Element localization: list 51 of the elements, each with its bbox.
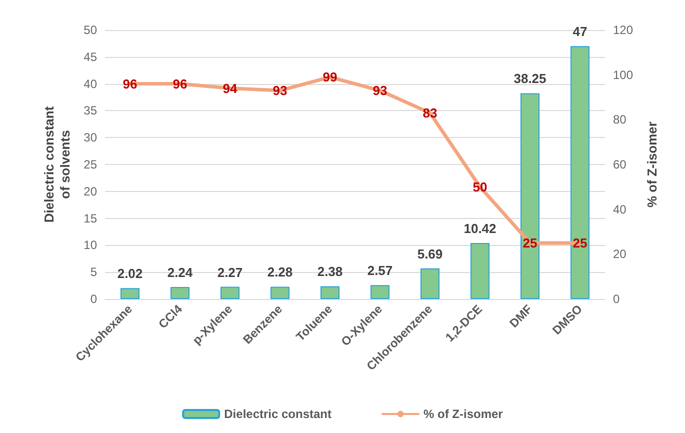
y-tick-label: 50: [84, 23, 98, 37]
data-label: 2.28: [267, 264, 293, 280]
data-label: 10.42: [464, 220, 496, 236]
bar: [520, 93, 540, 299]
data-label: 47: [572, 24, 588, 40]
y-tick-label: 25: [84, 158, 98, 172]
data-label: 93: [272, 83, 288, 98]
bar: [120, 288, 140, 299]
y2-axis-title: % of Z-isomer: [644, 122, 660, 208]
data-label: 83: [422, 105, 438, 120]
data-label: 94: [222, 80, 238, 96]
bar: [370, 285, 390, 299]
y2-tick-label: 80: [613, 112, 627, 127]
data-label: 50: [472, 179, 488, 194]
legend-label: Dielectric constant: [224, 407, 332, 421]
bar: [170, 286, 190, 299]
data-label: 5.69: [417, 246, 443, 262]
data-label: 2.24: [167, 264, 194, 280]
data-label: 2.57: [367, 263, 393, 278]
y-tick-label: 30: [84, 130, 98, 145]
bar: [470, 242, 490, 299]
data-label: 25: [522, 235, 538, 250]
bar: [220, 286, 240, 299]
y-tick-label: 35: [84, 104, 98, 118]
y-axis-title: Dielectric constant of solvents: [41, 106, 72, 223]
bar: [320, 286, 340, 299]
bar: [570, 46, 590, 299]
y-tick-label: 0: [90, 292, 98, 306]
bar: [270, 286, 290, 299]
data-label: 2.02: [117, 266, 143, 282]
y-tick-label: 45: [84, 50, 98, 64]
y-tick-label: 20: [84, 184, 98, 198]
y2-tick-label: 60: [613, 158, 627, 172]
data-label: 96: [122, 76, 138, 92]
y-tick-label: 5: [90, 265, 98, 280]
data-label: 2.27: [217, 264, 243, 280]
data-label: 99: [322, 70, 338, 85]
y-tick-label: 15: [84, 211, 98, 226]
y2-tick-label: 100: [613, 68, 634, 82]
bar: [420, 268, 440, 299]
y-tick-label: 10: [84, 238, 98, 252]
y2-tick-label: 40: [613, 202, 627, 216]
y2-tick-label: 20: [613, 247, 627, 262]
data-label: 93: [372, 83, 388, 98]
y-tick-label: 40: [84, 76, 98, 91]
data-label: 25: [572, 235, 588, 250]
legend-label: % of Z-isomer: [424, 407, 504, 421]
data-label: 2.38: [317, 264, 343, 280]
y2-tick-label: 120: [613, 23, 634, 37]
y2-tick-label: 0: [613, 292, 620, 306]
data-label: 38.25: [514, 71, 546, 86]
